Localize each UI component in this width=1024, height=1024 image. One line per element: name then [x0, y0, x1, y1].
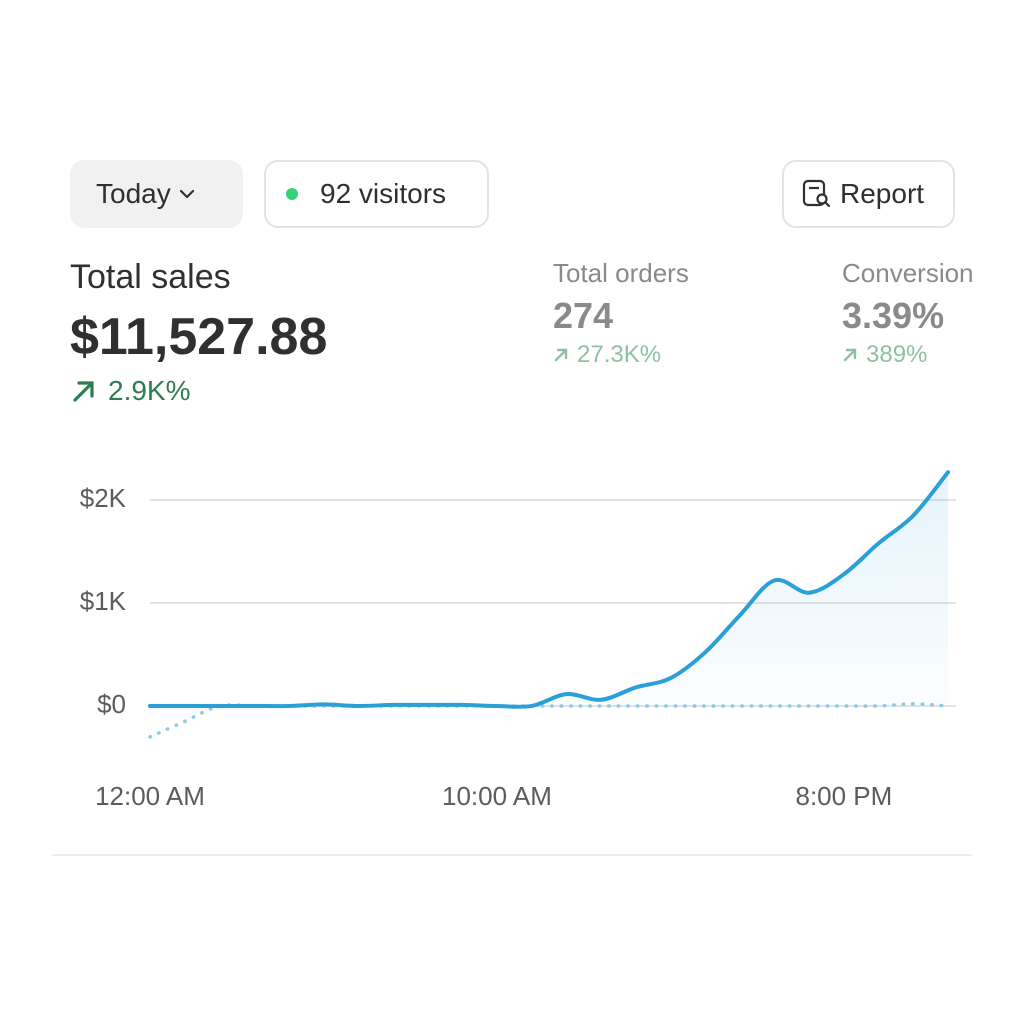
change-text: 389%	[866, 341, 928, 368]
y-tick-label: $1K	[80, 586, 127, 616]
x-tick-label: 10:00 AM	[442, 781, 552, 811]
metric-change: 27.3K%	[553, 341, 689, 369]
metric-change: 389%	[842, 341, 972, 369]
metric-total-sales: Total sales $11,527.88 2.9K%	[70, 258, 327, 407]
area-fill	[150, 472, 948, 707]
comparison-line	[148, 702, 950, 739]
metric-value: 274	[553, 295, 614, 336]
x-tick-label: 12:00 AM	[95, 781, 205, 811]
change-text: 2.9K%	[108, 375, 191, 406]
metric-conversion: Conversion rate 3.39% 389%	[842, 258, 972, 369]
visitors-label: 92 visitors	[320, 178, 447, 209]
metric-label: Conversion rate	[842, 258, 972, 288]
y-tick-label: $2K	[80, 483, 127, 513]
up-arrow	[73, 381, 94, 402]
visitors-button[interactable]: 92 visitors	[264, 160, 489, 228]
metric-label: Total orders	[553, 258, 689, 288]
metric-total-orders: Total orders 274 27.3K%	[553, 258, 689, 369]
metric-value: $11,527.88	[70, 308, 328, 366]
sales-line	[148, 470, 950, 709]
divider	[52, 854, 972, 856]
report-icon	[802, 179, 831, 208]
up-arrow	[554, 348, 568, 362]
change-text: 27.3K%	[577, 341, 662, 368]
live-dot	[286, 188, 298, 200]
y-tick-label: $0	[97, 689, 126, 719]
report-button[interactable]: Report	[782, 160, 955, 228]
period-label: Today	[96, 178, 171, 209]
period-button[interactable]: Today	[70, 160, 243, 228]
up-arrow	[843, 348, 857, 362]
chevron-icon	[179, 189, 194, 199]
x-tick-label: 8:00 PM	[795, 781, 892, 811]
report-label: Report	[840, 178, 925, 209]
metric-value: 3.39%	[842, 295, 945, 336]
metric-label: Total sales	[70, 258, 231, 296]
metric-change: 2.9K%	[70, 375, 327, 407]
